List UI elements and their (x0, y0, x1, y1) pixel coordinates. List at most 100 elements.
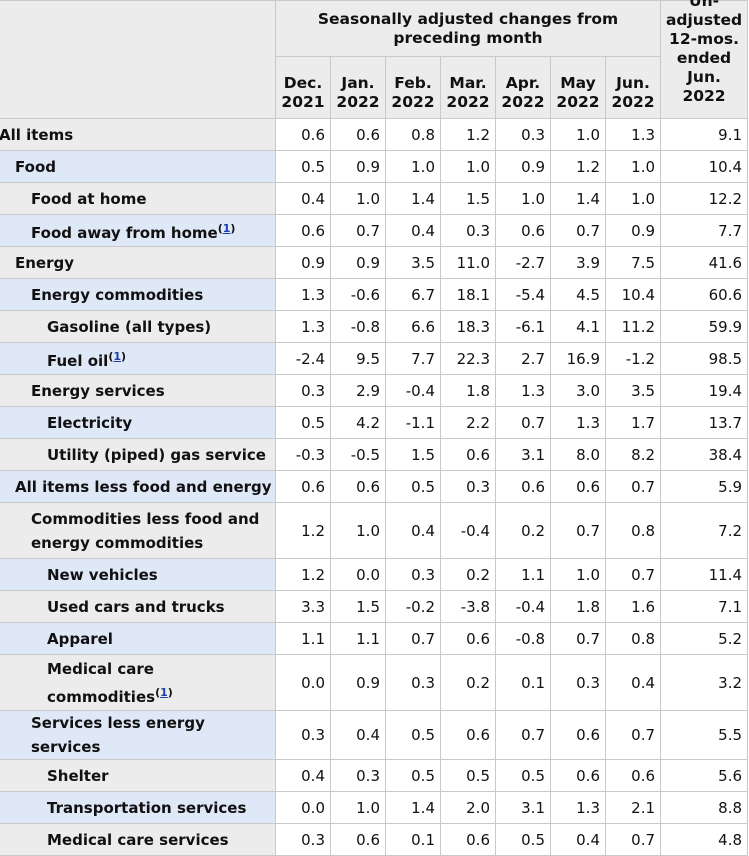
header-unadjusted-text: Un-adjusted 12-mos. ended Jun. 2022 (665, 0, 743, 105)
row-label-text: Commodities less food and energy commodit… (31, 509, 260, 552)
value-cell: 0.7 (385, 622, 441, 655)
table-row: Food at home 0.4 1.0 1.4 1.5 1.0 1.4 1.0 12.2 (0, 182, 749, 215)
value-cell: 2.0 (440, 791, 496, 824)
value-cell: 4.5 (550, 278, 606, 311)
row-label-text: All items (0, 125, 74, 144)
unadjusted-value-cell: 98.5 (660, 342, 749, 375)
value-cell: 0.8 (604, 502, 662, 559)
row-label: Food at home (0, 182, 276, 215)
value-cell: 0.4 (385, 502, 441, 559)
value-cell: 0.4 (275, 182, 331, 215)
value-cell: 2.2 (440, 406, 496, 439)
value-cell: 0.6 (495, 214, 551, 247)
value-cell: 0.6 (440, 622, 496, 655)
value-cell: 0.3 (385, 654, 441, 711)
value-cell: 0.7 (550, 214, 606, 247)
value-cell: 1.5 (440, 182, 496, 215)
value-cell: 2.1 (604, 791, 662, 824)
value-cell: 0.4 (330, 710, 386, 760)
value-cell: -1.2 (604, 342, 662, 375)
row-label: All items (0, 118, 276, 151)
table-row: Utility (piped) gas service -0.3 -0.5 1.5 0.… (0, 438, 749, 471)
row-label: Transportation services (0, 791, 276, 824)
value-cell: 0.5 (440, 759, 496, 792)
value-cell: -0.2 (385, 590, 441, 623)
value-cell: 0.6 (330, 118, 386, 151)
table-row: Energy 0.9 0.9 3.5 11.0 -2.7 3.9 7.5 41.6 (0, 246, 749, 279)
value-cell: 4.1 (550, 310, 606, 343)
value-cell: 0.4 (275, 759, 331, 792)
value-cell: 0.6 (440, 438, 496, 471)
unadjusted-value-cell: 12.2 (660, 182, 749, 215)
row-label-text: Used cars and trucks (47, 597, 225, 616)
value-cell: 0.7 (550, 502, 606, 559)
row-label-text: Apparel (47, 629, 113, 648)
value-cell: 0.3 (440, 470, 496, 503)
value-cell: 1.0 (604, 150, 662, 183)
table-header: Seasonally adjusted changes from precedi… (0, 0, 749, 119)
value-cell: 0.5 (495, 759, 551, 792)
value-cell: 16.9 (550, 342, 606, 375)
header-unadjusted: Un-adjusted 12-mos. ended Jun. 2022 (660, 0, 749, 119)
value-cell: -0.3 (275, 438, 331, 471)
value-cell: 0.3 (275, 710, 331, 760)
row-label: Shelter (0, 759, 276, 792)
value-cell: 1.3 (550, 406, 606, 439)
value-cell: 1.1 (275, 622, 331, 655)
row-label: New vehicles (0, 558, 276, 591)
row-label-text: Transportation services (47, 798, 247, 817)
value-cell: 1.4 (385, 791, 441, 824)
value-cell: 0.9 (330, 150, 386, 183)
value-cell: 1.3 (275, 278, 331, 311)
value-cell: 3.3 (275, 590, 331, 623)
value-cell: 0.5 (275, 150, 331, 183)
value-cell: 0.6 (275, 214, 331, 247)
unadjusted-value-cell: 41.6 (660, 246, 749, 279)
footnote-link[interactable]: 1 (222, 221, 231, 235)
unadjusted-value-cell: 5.2 (660, 622, 749, 655)
row-label: Used cars and trucks (0, 590, 276, 623)
unadjusted-value-cell: 13.7 (660, 406, 749, 439)
table-row: Transportation services 0.0 1.0 1.4 2.0 3.1 1.… (0, 791, 749, 824)
value-cell: -0.6 (330, 278, 386, 311)
value-cell: 0.6 (550, 710, 606, 760)
value-cell: 6.7 (385, 278, 441, 311)
footnote-link[interactable]: 1 (113, 349, 121, 363)
value-cell: 0.7 (604, 470, 662, 503)
value-cell: -5.4 (495, 278, 551, 311)
value-cell: -6.1 (495, 310, 551, 343)
table-row: Shelter 0.4 0.3 0.5 0.5 0.5 0.6 0.6 5.6 (0, 759, 749, 792)
value-cell: 0.7 (550, 622, 606, 655)
value-cell: -0.4 (495, 590, 551, 623)
value-cell: 1.0 (604, 182, 662, 215)
value-cell: 1.1 (495, 558, 551, 591)
value-cell: 0.3 (550, 654, 606, 711)
header-corner (0, 0, 276, 119)
value-cell: 11.2 (604, 310, 662, 343)
value-cell: 1.0 (550, 558, 606, 591)
value-cell: 6.6 (385, 310, 441, 343)
value-cell: 3.5 (604, 374, 662, 407)
value-cell: 0.2 (495, 502, 551, 559)
table-row: New vehicles 1.2 0.0 0.3 0.2 1.1 1.0 0.7 11.4 (0, 558, 749, 591)
value-cell: 1.6 (604, 590, 662, 623)
value-cell: 1.3 (604, 118, 662, 151)
value-cell: 18.1 (440, 278, 496, 311)
month-header: Feb. 2022 (385, 56, 441, 119)
value-cell: 0.3 (275, 374, 331, 407)
value-cell: 3.1 (495, 438, 551, 471)
value-cell: 7.5 (604, 246, 662, 279)
row-label: Medical care commodities(1) (0, 654, 276, 711)
footnote-link[interactable]: 1 (160, 685, 168, 699)
value-cell: 0.3 (495, 118, 551, 151)
row-label-text: Energy commodities (31, 285, 204, 304)
table-row: Food away from home(1) 0.6 0.7 0.4 0.3 0.6 0.7… (0, 214, 749, 247)
value-cell: 0.0 (330, 558, 386, 591)
value-cell: 3.5 (385, 246, 441, 279)
value-cell: 0.6 (550, 470, 606, 503)
value-cell: 1.0 (440, 150, 496, 183)
table-row: Apparel 1.1 1.1 0.7 0.6 -0.8 0.7 0.8 5.2 (0, 622, 749, 655)
value-cell: 1.0 (330, 502, 386, 559)
value-cell: -1.1 (385, 406, 441, 439)
